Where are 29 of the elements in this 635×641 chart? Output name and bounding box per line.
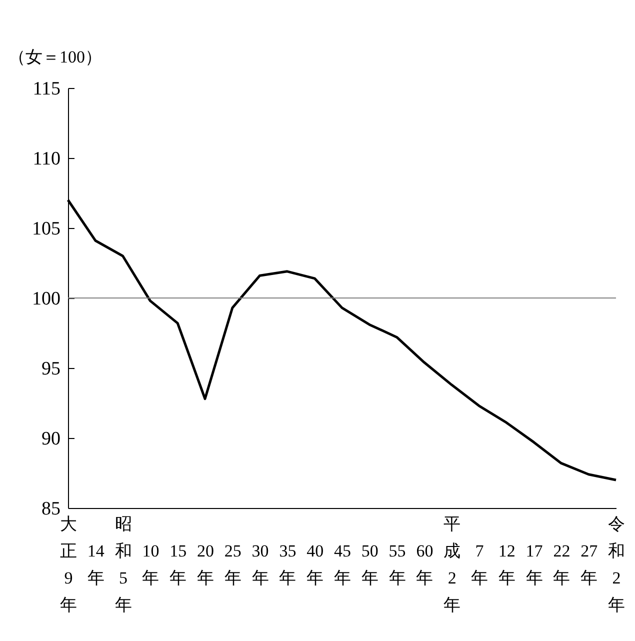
y-tick-label: 90 <box>42 428 60 450</box>
x-tick-label: 15年 <box>170 542 187 588</box>
x-tick-label: 30年 <box>252 542 269 588</box>
y-tick-label: 105 <box>32 218 60 240</box>
x-tick-label: 12年 <box>498 542 516 588</box>
y-tick-label: 115 <box>32 78 60 100</box>
x-tick-label: 55年 <box>388 542 406 588</box>
y-axis-title: （女＝100） <box>8 48 102 66</box>
x-tick-label: 20年 <box>197 542 214 588</box>
x-tick-label: 35年 <box>279 542 296 588</box>
x-tick-label: 7年 <box>471 542 488 588</box>
x-tick-label: 令和2年 <box>608 514 625 614</box>
x-tick-label: 14年 <box>87 542 105 588</box>
x-tick-label: 50年 <box>361 542 378 588</box>
x-tick-label: 45年 <box>334 542 351 588</box>
y-tick-label: 100 <box>32 288 60 310</box>
x-tick-label: 40年 <box>306 542 324 588</box>
x-tick-label: 25年 <box>224 542 242 588</box>
x-tick-label: 10年 <box>142 542 160 588</box>
x-tick-label: 平成2年 <box>444 514 461 614</box>
x-tick-label: 大正9年 <box>60 514 77 614</box>
x-tick-label: 17年 <box>526 542 544 588</box>
x-tick-label: 27年 <box>580 542 598 588</box>
y-tick-label: 110 <box>32 148 60 170</box>
y-tick-label: 95 <box>42 358 60 380</box>
y-tick-label: 85 <box>42 498 60 520</box>
x-tick-label: 60年 <box>416 542 434 588</box>
x-tick-label: 昭和5年 <box>114 514 132 614</box>
x-tick-label: 22年 <box>553 542 570 588</box>
